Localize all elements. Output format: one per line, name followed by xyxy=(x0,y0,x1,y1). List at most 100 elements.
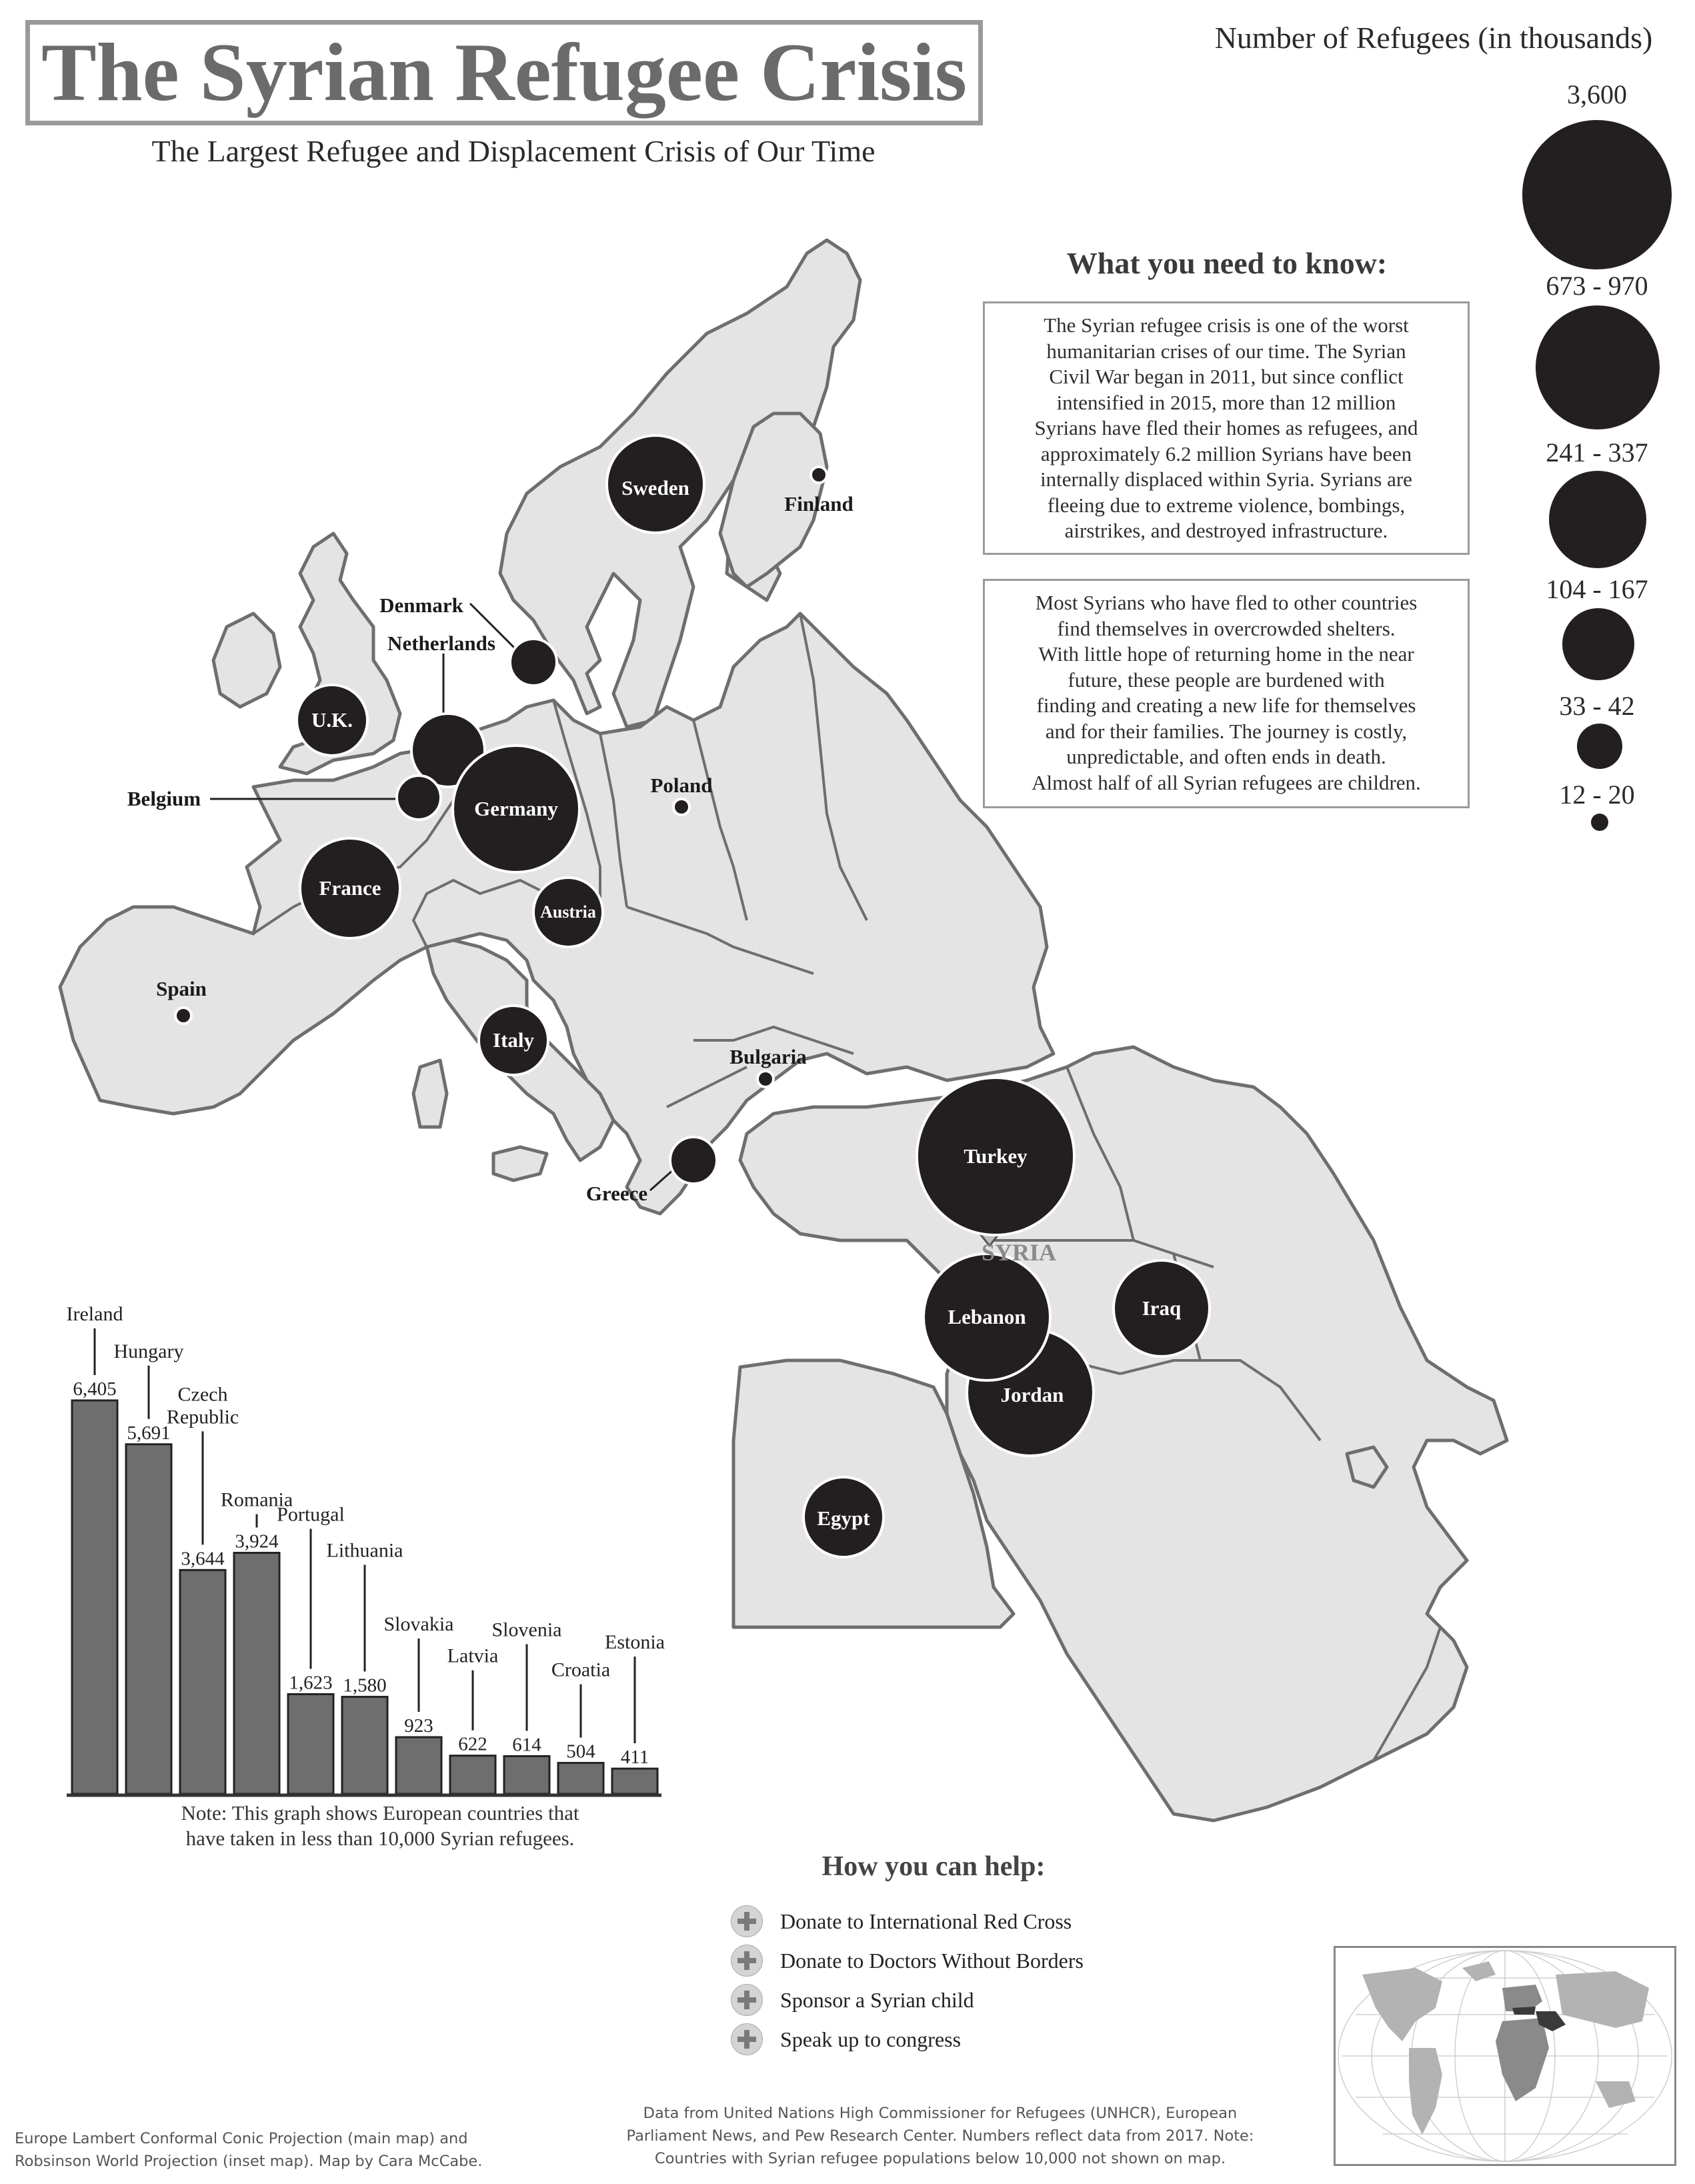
bar-category-label: Croatia xyxy=(551,1659,610,1681)
bar xyxy=(287,1693,335,1795)
bar-value-label: 3,644 xyxy=(181,1548,225,1569)
text-line: intensified in 2015, more than 12 millio… xyxy=(1056,390,1396,414)
legend-title: Number of Refugees (in thousands) xyxy=(1214,21,1653,55)
map-label-lebanon: Lebanon xyxy=(948,1305,1026,1328)
map-label-egypt: Egypt xyxy=(817,1506,870,1530)
greece-symbol xyxy=(669,1136,718,1185)
help-item-label: Speak up to congress xyxy=(780,2027,962,2051)
denmark-leader xyxy=(469,602,521,655)
map-label-greece: Greece xyxy=(585,1182,648,1205)
help-item[interactable]: Donate to Doctors Without Borders xyxy=(731,1944,1084,1977)
legend-symbol xyxy=(1591,814,1608,831)
finland-shape xyxy=(718,411,829,589)
bar xyxy=(557,1762,605,1795)
map-label-netherlands: Netherlands xyxy=(387,632,495,655)
chart-note: Note: This graph shows European countrie… xyxy=(80,1801,680,1851)
bar-value-label: 3,924 xyxy=(235,1531,279,1552)
need-to-know-heading: What you need to know: xyxy=(1066,246,1388,280)
inset-world-map xyxy=(1334,1946,1676,2166)
footer-line: Data from United Nations High Commission… xyxy=(643,2105,1238,2122)
map-label-france: France xyxy=(319,876,381,900)
text-line: find themselves in overcrowded shelters. xyxy=(1057,616,1396,640)
bar-category-label: Hungary xyxy=(114,1340,184,1362)
text-line: and for their families. The journey is c… xyxy=(1045,719,1408,743)
footer-line: Europe Lambert Conformal Conic Projectio… xyxy=(15,2130,468,2147)
text-line: Civil War began in 2011, but since confl… xyxy=(1049,365,1404,388)
austria-symbol xyxy=(532,876,604,948)
bar-category-label: Romania xyxy=(221,1489,293,1511)
inset-map-graphic xyxy=(1338,1950,1672,2162)
bar-category-label: Lithuania xyxy=(327,1539,403,1561)
sicily-shape xyxy=(491,1145,549,1182)
legend-label: 33 - 42 xyxy=(1559,691,1635,721)
bar-value-label: 411 xyxy=(621,1747,649,1768)
bar-value-label: 614 xyxy=(512,1734,541,1755)
title-frame xyxy=(25,20,983,125)
map-label-syria: SYRIA xyxy=(981,1239,1057,1266)
help-item[interactable]: Speak up to congress xyxy=(731,2023,961,2056)
legend-symbol xyxy=(1522,120,1672,269)
bar-category-label: Portugal xyxy=(277,1503,345,1525)
map-label-iraq: Iraq xyxy=(1142,1296,1182,1320)
ireland-shape xyxy=(211,612,282,709)
chart-note-line: Note: This graph shows European countrie… xyxy=(181,1801,579,1825)
bar-category-label: Latvia xyxy=(447,1645,499,1667)
legend-symbol xyxy=(1562,608,1634,680)
turkey-symbol xyxy=(916,1076,1076,1236)
text-line: Almost half of all Syrian refugees are c… xyxy=(1032,770,1421,794)
legend-symbol xyxy=(1536,305,1660,429)
need-to-know-paragraph-1: The Syrian refugee crisis is one of the … xyxy=(983,301,1470,555)
bar-value-label: 504 xyxy=(566,1741,595,1763)
iraq-symbol xyxy=(1112,1259,1211,1358)
bar xyxy=(611,1767,659,1795)
text-line: finding and creating a new life for them… xyxy=(1036,694,1416,717)
map-label-jordan: Jordan xyxy=(1000,1383,1064,1406)
help-item[interactable]: Donate to International Red Cross xyxy=(731,1905,1072,1938)
legend-label: 241 - 337 xyxy=(1546,437,1648,467)
help-item-label: Donate to Doctors Without Borders xyxy=(780,1948,1084,1973)
text-line: approximately 6.2 million Syrians have b… xyxy=(1040,441,1412,465)
bar xyxy=(179,1568,227,1795)
map-label-belgium: Belgium xyxy=(127,787,201,810)
bar xyxy=(395,1736,443,1795)
germany-symbol xyxy=(451,744,581,874)
legend-label: 12 - 20 xyxy=(1559,780,1635,810)
bar xyxy=(233,1552,281,1795)
map-label-germany: Germany xyxy=(474,797,558,820)
france-symbol xyxy=(299,837,401,940)
legend-symbol xyxy=(1549,471,1646,568)
sweden-symbol xyxy=(605,434,705,534)
lebanon-symbol xyxy=(922,1252,1052,1382)
bar-value-label: 1,623 xyxy=(289,1672,332,1693)
map-label-finland: Finland xyxy=(784,492,854,515)
bar xyxy=(449,1755,497,1795)
sardinia-shape xyxy=(411,1058,449,1129)
bar-chart: 6,405 Ireland 5,691 Hungary 3,644 Czech Republ… xyxy=(67,1303,665,1797)
bar-category-label: Ireland xyxy=(67,1303,123,1325)
poland-symbol xyxy=(672,798,691,816)
text-line: Most Syrians who have fled to other coun… xyxy=(1035,591,1418,614)
help-item-label: Sponsor a Syrian child xyxy=(780,1987,974,2012)
text-line: airstrikes, and destroyed infrastructure… xyxy=(1064,519,1388,542)
italy-symbol xyxy=(477,1004,549,1076)
bar-value-label: 923 xyxy=(404,1715,433,1737)
legend-label: 673 - 970 xyxy=(1546,271,1648,301)
text-line: internally displaced within Syria. Syria… xyxy=(1040,467,1412,491)
finland-symbol xyxy=(809,465,828,484)
text-line: fleeing due to extreme violence, bombing… xyxy=(1047,493,1406,517)
egypt-symbol xyxy=(802,1476,885,1558)
map-label-denmark: Denmark xyxy=(379,594,463,617)
bar-category-label: Slovakia xyxy=(384,1613,454,1635)
footer-line: Robsinson World Projection (inset map). … xyxy=(15,2153,483,2170)
uk-symbol xyxy=(295,684,369,757)
bulgaria-symbol xyxy=(756,1070,775,1088)
map-label-spain: Spain xyxy=(156,977,207,1000)
plus-icon xyxy=(731,1905,763,1937)
page-subtitle: The Largest Refugee and Displacement Cri… xyxy=(151,134,876,168)
help-item[interactable]: Sponsor a Syrian child xyxy=(731,1983,974,2017)
footer-data-sources: Data from United Nations High Commission… xyxy=(587,2102,1294,2170)
legend-label: 104 - 167 xyxy=(1546,574,1648,604)
footer-line: Parliament News, and Pew Research Center… xyxy=(626,2127,1254,2145)
page-title: The Syrian Refugee Crisis xyxy=(41,27,968,118)
